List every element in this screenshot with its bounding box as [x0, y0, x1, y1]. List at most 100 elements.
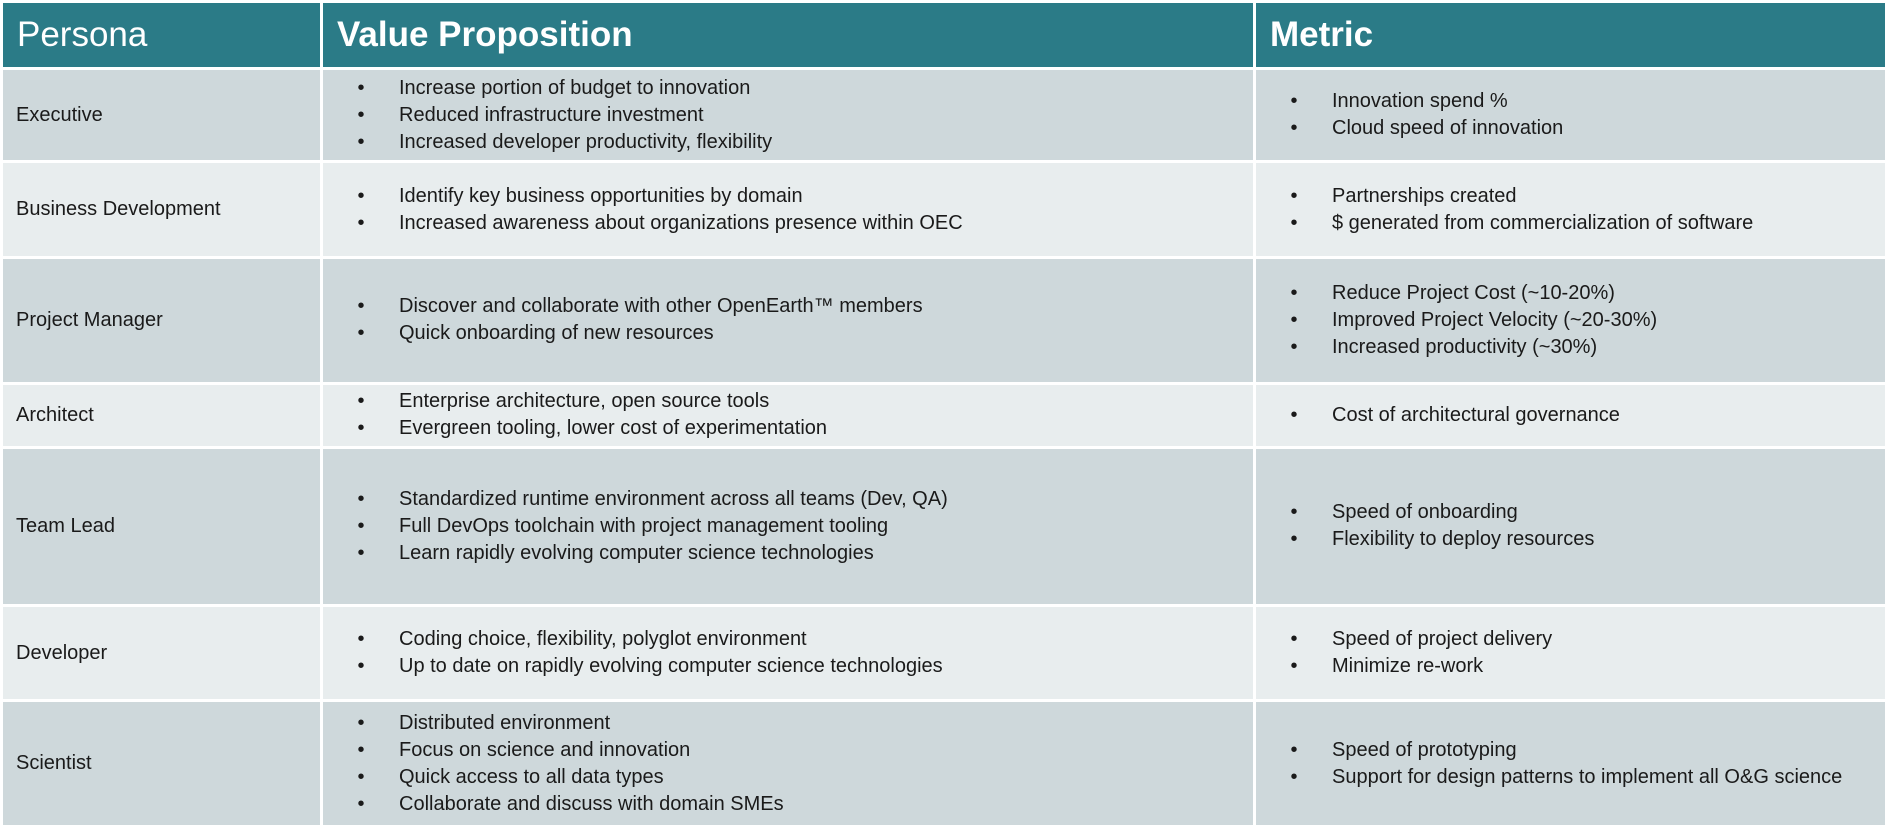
list-item: • Partnerships created — [1258, 183, 1884, 210]
value-list: • Enterprise architecture, open source to… — [325, 388, 1252, 442]
bullet: • — [357, 514, 365, 537]
persona-cell: Team Lead — [0, 445, 323, 607]
table-row: Executive • Increase portion of budget to… — [0, 66, 1885, 164]
header-persona: Persona — [0, 0, 323, 70]
metric-list: • Speed of onboarding • Flexibility to dep… — [1258, 499, 1884, 553]
list-item: • Distributed environment — [325, 710, 1252, 737]
list-item: • Discover and collaborate with other Ope… — [325, 293, 1252, 320]
list-item: • Reduce Project Cost (~10-20%) — [1258, 280, 1766, 307]
value-list: • Distributed environment • Focus on scien… — [325, 710, 1252, 818]
persona-cell: Executive — [0, 66, 323, 164]
header-value-proposition: Value Proposition — [320, 0, 1256, 70]
persona-cell: Business Development — [0, 160, 323, 259]
metric-text: Increased productivity (~30%) — [1332, 335, 1598, 358]
value-text: Increased developer productivity, flexib… — [399, 130, 773, 153]
bullet: • — [1290, 765, 1298, 788]
metric-text: Speed of onboarding — [1332, 501, 1518, 524]
value-text: Discover and collaborate with other Open… — [399, 295, 923, 318]
table-row: Business Development • Identify key busin… — [0, 160, 1885, 259]
bullet: • — [357, 541, 365, 564]
value-text: Quick onboarding of new resources — [399, 322, 714, 345]
table-row: Scientist • Distributed environment • Focu… — [0, 699, 1885, 828]
metric-list: • Reduce Project Cost (~10-20%) • Improved… — [1258, 280, 1884, 361]
list-item: • Cloud speed of innovation — [1258, 115, 1884, 142]
bullet: • — [1290, 211, 1298, 234]
table-row: Team Lead • Standardized runtime environm… — [0, 445, 1885, 607]
value-text: Increase portion of budget to innovation — [399, 76, 751, 99]
header-metric: Metric — [1253, 0, 1885, 70]
value-text: Coding choice, flexibility, polyglot env… — [399, 628, 807, 651]
list-item: • Collaborate and discuss with domain SME… — [325, 791, 1252, 818]
value-text: Increased awareness about organizations … — [399, 211, 963, 234]
bullet: • — [1290, 281, 1298, 304]
bullet: • — [1290, 528, 1298, 551]
persona-cell: Architect — [0, 381, 323, 449]
metric-cell: • Reduce Project Cost (~10-20%) • Improved… — [1253, 255, 1885, 385]
bullet: • — [1290, 628, 1298, 651]
metric-text: Minimize re-work — [1332, 655, 1484, 678]
bullet: • — [1290, 403, 1298, 426]
bullet: • — [1290, 308, 1298, 331]
list-item: • Innovation spend % — [1258, 88, 1884, 115]
bullet: • — [357, 103, 365, 126]
list-item: • Speed of prototyping — [1258, 737, 1866, 764]
metric-cell: • Cost of architectural governance — [1253, 381, 1885, 449]
bullet: • — [357, 390, 365, 413]
value-text: Full DevOps toolchain with project manag… — [399, 514, 889, 537]
list-item: • Learn rapidly evolving computer science… — [325, 540, 1252, 567]
value-text: Identify key business opportunities by d… — [399, 184, 803, 207]
list-item: • Full DevOps toolchain with project mana… — [325, 513, 1252, 540]
list-item: • Standardized runtime environment across… — [325, 486, 1252, 513]
metric-cell: • Speed of onboarding • Flexibility to dep… — [1253, 445, 1885, 607]
bullet: • — [1290, 501, 1298, 524]
metric-text: Reduce Project Cost (~10-20%) — [1332, 281, 1615, 304]
bullet: • — [1290, 184, 1298, 207]
value-list: • Discover and collaborate with other Ope… — [325, 293, 1252, 347]
metric-text: Cloud speed of innovation — [1332, 117, 1564, 140]
bullet: • — [1290, 655, 1298, 678]
table-row: Developer • Coding choice, flexibility, p… — [0, 603, 1885, 703]
bullet: • — [1290, 117, 1298, 140]
metric-text: Flexibility to deploy resources — [1332, 528, 1595, 551]
value-cell: • Standardized runtime environment across… — [320, 445, 1256, 607]
list-item: • Up to date on rapidly evolving computer… — [325, 653, 1252, 680]
bullet: • — [357, 655, 365, 678]
value-text: Standardized runtime environment across … — [399, 487, 948, 510]
metric-cell: • Partnerships created • $ generated from … — [1253, 160, 1885, 259]
bullet: • — [357, 211, 365, 234]
metric-cell: • Speed of prototyping • Support for desig… — [1253, 699, 1885, 828]
metric-cell: • Speed of project delivery • Minimize re-… — [1253, 603, 1885, 703]
metric-text: Support for design patterns to implement… — [1332, 765, 1843, 788]
list-item: • Improved Project Velocity (~20-30%) — [1258, 307, 1766, 334]
list-item: • Increase portion of budget to innovatio… — [325, 75, 1252, 102]
list-item: • Speed of project delivery — [1258, 626, 1884, 653]
value-cell: • Increase portion of budget to innovatio… — [320, 66, 1256, 164]
bullet: • — [357, 76, 365, 99]
bullet: • — [357, 322, 365, 345]
value-cell: • Coding choice, flexibility, polyglot en… — [320, 603, 1256, 703]
list-item: • Quick onboarding of new resources — [325, 320, 1252, 347]
metric-text: $ generated from commercialization of so… — [1332, 211, 1754, 234]
value-cell: • Enterprise architecture, open source to… — [320, 381, 1256, 449]
bullet: • — [357, 765, 365, 788]
metric-text: Speed of project delivery — [1332, 628, 1553, 651]
list-item: • Identify key business opportunities by … — [325, 183, 1252, 210]
bullet: • — [357, 417, 365, 440]
list-item: • Enterprise architecture, open source to… — [325, 388, 1252, 415]
value-text: Distributed environment — [399, 711, 611, 734]
metric-list: • Cost of architectural governance — [1258, 402, 1884, 429]
metric-text: Improved Project Velocity (~20-30%) — [1332, 308, 1658, 331]
table-row: Architect • Enterprise architecture, open… — [0, 381, 1885, 449]
list-item: • Minimize re-work — [1258, 653, 1884, 680]
value-cell: • Identify key business opportunities by … — [320, 160, 1256, 259]
list-item: • Increased developer productivity, flexi… — [325, 129, 1252, 156]
bullet: • — [357, 738, 365, 761]
metric-cell: • Innovation spend % • Cloud speed of inno… — [1253, 66, 1885, 164]
list-item: • Reduced infrastructure investment — [325, 102, 1252, 129]
metric-text: Innovation spend % — [1332, 90, 1508, 113]
list-item: • $ generated from commercialization of s… — [1258, 210, 1884, 237]
value-text: Learn rapidly evolving computer science … — [399, 541, 874, 564]
header-row: Persona Value Proposition Metric — [0, 0, 1885, 70]
list-item: • Coding choice, flexibility, polyglot en… — [325, 626, 1252, 653]
